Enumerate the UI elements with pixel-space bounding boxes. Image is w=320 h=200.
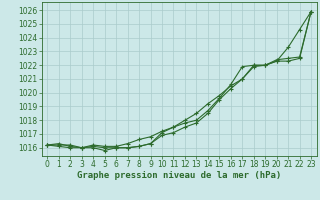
X-axis label: Graphe pression niveau de la mer (hPa): Graphe pression niveau de la mer (hPa) (77, 171, 281, 180)
